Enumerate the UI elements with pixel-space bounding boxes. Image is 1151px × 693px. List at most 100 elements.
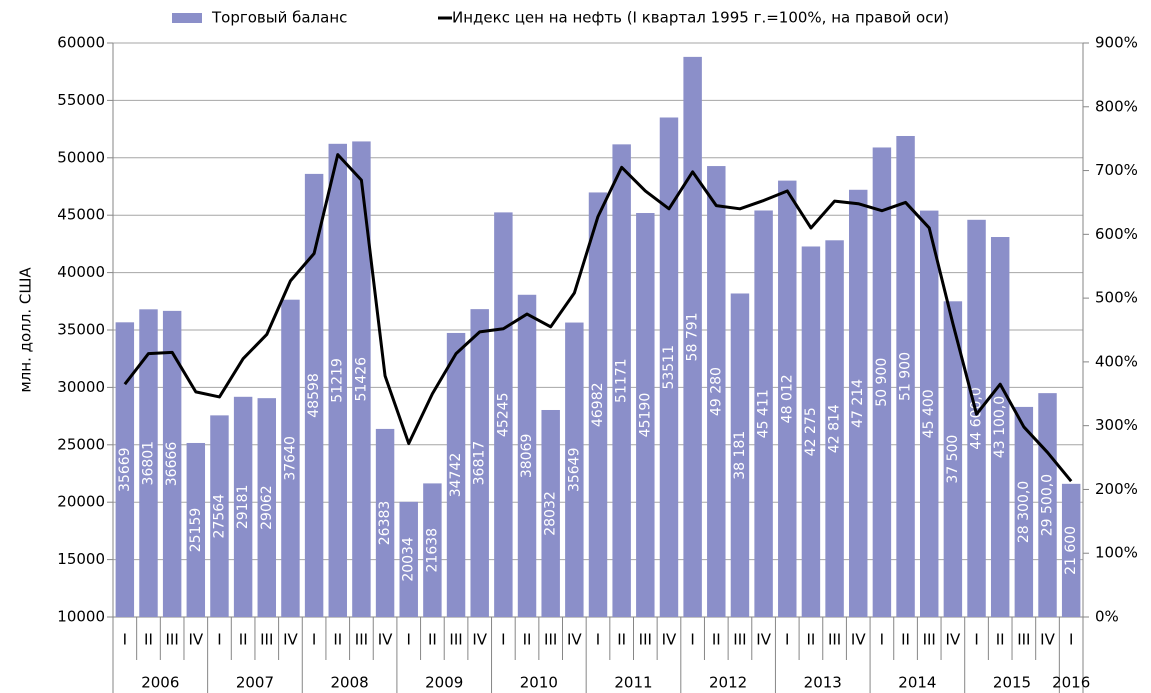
bar — [801, 246, 821, 617]
bar — [281, 299, 300, 617]
x-tick-label: I — [974, 631, 978, 649]
y2-tick-label: 400% — [1095, 352, 1138, 370]
y-tick-label: 15000 — [57, 550, 105, 568]
y-tick-label: 30000 — [57, 378, 105, 396]
x-tick-label: I — [407, 631, 411, 649]
year-label: 2008 — [330, 674, 368, 692]
value-label: 29062 — [259, 485, 275, 530]
bar — [636, 213, 655, 617]
year-label: 2007 — [236, 674, 274, 692]
value-label: 29181 — [235, 485, 251, 530]
x-tick-label: III — [449, 631, 462, 649]
x-tick-label: III — [260, 631, 273, 649]
x-tick-label: IV — [662, 631, 677, 649]
value-label: 51426 — [353, 357, 369, 402]
x-tick-label: I — [217, 631, 221, 649]
value-label: 36817 — [472, 441, 488, 486]
year-label: 2014 — [898, 674, 936, 692]
bar — [683, 56, 702, 617]
value-label: 50 900 — [874, 358, 890, 407]
y-tick-label: 20000 — [57, 493, 105, 511]
x-tick-label: IV — [946, 631, 961, 649]
year-label: 2015 — [993, 674, 1031, 692]
x-tick-label: III — [828, 631, 841, 649]
value-label: 43 100,0 — [992, 396, 1008, 458]
value-label: 37 500 — [945, 435, 961, 484]
value-label: 37640 — [282, 436, 298, 481]
x-tick-label: IV — [1040, 631, 1055, 649]
x-tick-label: IV — [378, 631, 393, 649]
x-tick-label: III — [639, 631, 652, 649]
x-tick-label: II — [996, 631, 1005, 649]
y2-tick-label: 900% — [1095, 34, 1138, 52]
year-label: 2016 — [1052, 674, 1090, 692]
x-tick-label: IV — [567, 631, 582, 649]
x-tick-label: II — [617, 631, 626, 649]
value-label: 36666 — [164, 442, 180, 487]
value-label: 25159 — [188, 508, 204, 553]
bar — [919, 210, 939, 617]
value-label: 45245 — [495, 392, 511, 437]
bar — [896, 135, 915, 617]
bar — [186, 442, 206, 617]
value-label: 53511 — [661, 345, 677, 390]
bar — [470, 309, 489, 617]
y2-tick-label: 0% — [1095, 608, 1119, 626]
bar — [304, 173, 324, 617]
y2-tick-label: 600% — [1095, 225, 1138, 243]
bar — [399, 501, 418, 617]
value-label: 21 600 — [1063, 526, 1079, 575]
x-tick-label: II — [523, 631, 532, 649]
year-label: 2012 — [709, 674, 747, 692]
x-tick-label: I — [596, 631, 600, 649]
bar — [423, 483, 442, 617]
x-tick-label: I — [123, 631, 127, 649]
bar — [352, 141, 371, 618]
bar — [517, 294, 537, 617]
bar — [659, 117, 679, 618]
bar — [967, 219, 986, 618]
year-label: 2011 — [614, 674, 652, 692]
y-tick-label: 10000 — [57, 608, 105, 626]
y2-tick-label: 800% — [1095, 97, 1138, 115]
y-tick-label: 45000 — [57, 206, 105, 224]
value-label: 45 411 — [756, 389, 772, 438]
line — [123, 153, 1073, 483]
x-tick-label: III — [544, 631, 557, 649]
bar — [872, 147, 892, 617]
bar — [494, 212, 513, 618]
x-tick-label: III — [166, 631, 179, 649]
value-label: 21638 — [424, 528, 440, 573]
year-label: 2006 — [141, 674, 179, 692]
x-tick-label: II — [806, 631, 815, 649]
x-tick-label: III — [1017, 631, 1030, 649]
legend-label: Индекс цен на нефть (I квартал 1995 г.=1… — [452, 9, 949, 27]
y2-tick-label: 100% — [1095, 544, 1138, 562]
bar — [541, 409, 560, 617]
bar — [375, 428, 395, 617]
x-tick-label: II — [901, 631, 910, 649]
y-tick-label: 55000 — [57, 91, 105, 109]
x-tick-label: IV — [188, 631, 203, 649]
x-tick-label: II — [144, 631, 153, 649]
x-tick-label: III — [355, 631, 368, 649]
x-tick-label: I — [1069, 631, 1073, 649]
y-tick-label: 25000 — [57, 435, 105, 453]
bar — [233, 396, 253, 617]
x-tick-label: I — [501, 631, 505, 649]
x-tick-label: I — [785, 631, 789, 649]
x-tick-label: II — [333, 631, 342, 649]
bar — [943, 301, 963, 617]
value-label: 49 280 — [708, 367, 724, 416]
value-label: 38069 — [519, 434, 535, 479]
bar — [730, 293, 750, 617]
y2-tick-label: 300% — [1095, 416, 1138, 434]
bar — [210, 415, 229, 617]
year-label: 2010 — [520, 674, 558, 692]
bar — [849, 189, 868, 618]
value-label: 51171 — [614, 358, 630, 403]
y-tick-label: 50000 — [57, 148, 105, 166]
bar — [825, 240, 844, 617]
x-tick-label: III — [733, 631, 746, 649]
